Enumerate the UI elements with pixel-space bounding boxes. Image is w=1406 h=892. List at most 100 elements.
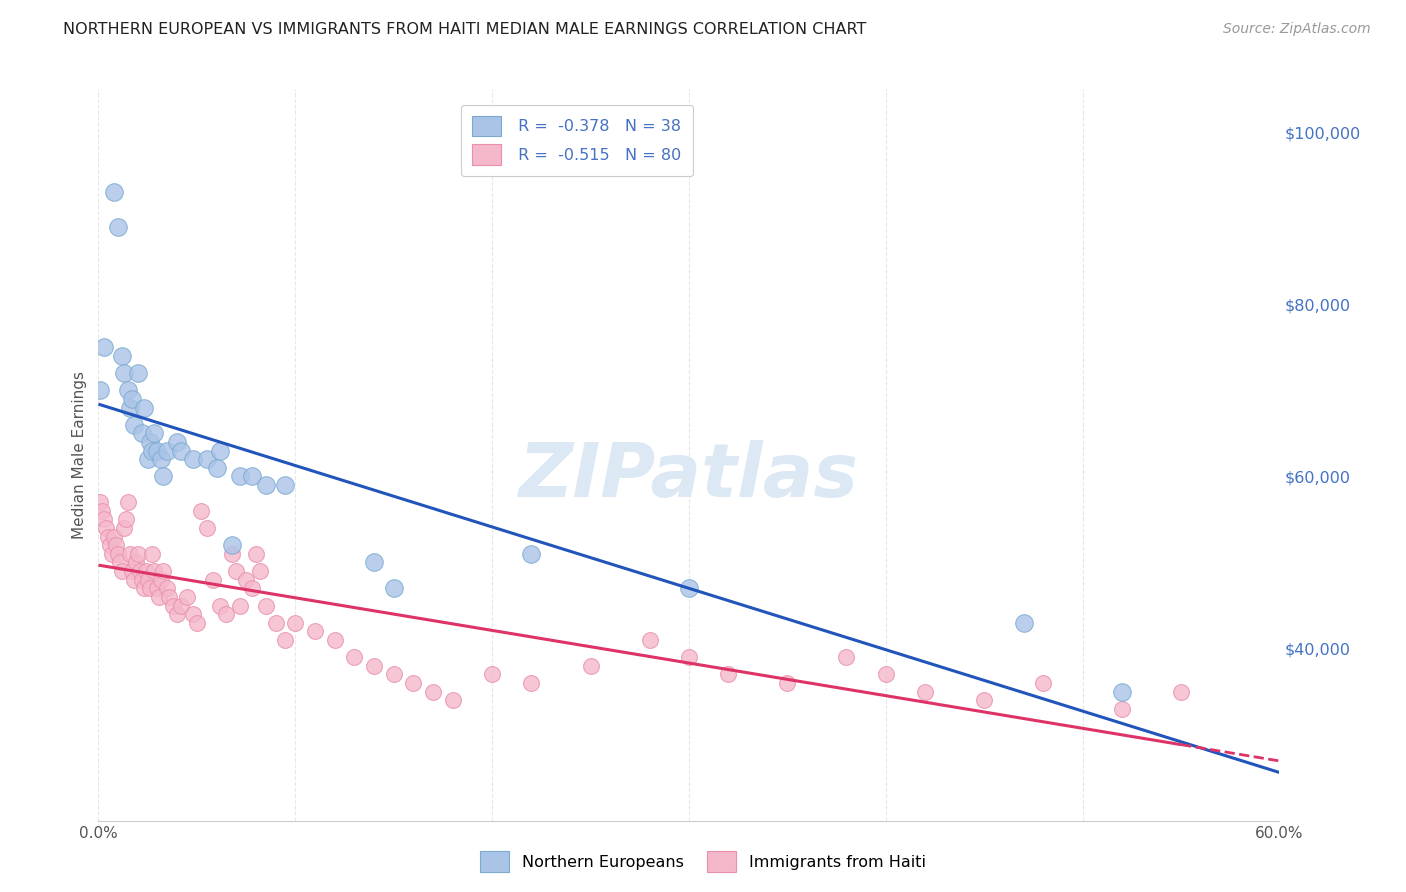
Point	[132, 401, 155, 415]
Point	[323, 632, 346, 647]
Point	[249, 564, 271, 578]
Point	[93, 512, 115, 526]
Point	[138, 435, 160, 450]
Point	[190, 504, 212, 518]
Text: -0.378: -0.378	[523, 116, 581, 131]
Point	[914, 684, 936, 698]
Point	[284, 615, 307, 630]
Point	[127, 547, 149, 561]
Legend: Northern Europeans, Immigrants from Haiti: Northern Europeans, Immigrants from Hait…	[472, 843, 934, 880]
Point	[343, 650, 366, 665]
Point	[103, 186, 125, 200]
Point	[678, 650, 700, 665]
Point	[152, 564, 174, 578]
Point	[221, 547, 243, 561]
Point	[132, 582, 155, 596]
Point	[112, 521, 135, 535]
Point	[131, 573, 153, 587]
Point	[121, 564, 143, 578]
Legend:  R =  -0.378   N = 38,  R =  -0.515   N = 80: R = -0.378 N = 38, R = -0.515 N = 80	[461, 104, 693, 176]
Point	[215, 607, 238, 621]
Point	[229, 599, 252, 613]
Point	[98, 538, 121, 552]
Point	[422, 684, 444, 698]
Point	[254, 478, 277, 492]
Text: ZIPatlas: ZIPatlas	[519, 441, 859, 514]
Point	[363, 658, 385, 673]
Point	[1170, 684, 1192, 698]
Point	[142, 564, 165, 578]
Point	[264, 615, 287, 630]
Point	[717, 667, 740, 681]
Point	[89, 495, 111, 509]
Text: R =: R =	[488, 116, 523, 131]
Point	[150, 573, 173, 587]
Point	[579, 658, 602, 673]
Point	[108, 556, 131, 570]
Point	[136, 452, 159, 467]
Point	[146, 582, 169, 596]
Point	[162, 599, 184, 613]
Point	[156, 582, 179, 596]
Point	[103, 530, 125, 544]
Text: Source: ZipAtlas.com: Source: ZipAtlas.com	[1223, 22, 1371, 37]
Point	[274, 478, 297, 492]
Point	[304, 624, 326, 639]
Point	[481, 667, 503, 681]
Point	[205, 460, 228, 475]
Point	[127, 366, 149, 380]
Text: 38: 38	[641, 116, 664, 131]
Point	[520, 676, 543, 690]
Point	[240, 469, 263, 483]
Point	[117, 495, 139, 509]
Point	[221, 538, 243, 552]
Point	[402, 676, 425, 690]
Point	[125, 556, 148, 570]
Point	[166, 435, 188, 450]
Text: R =: R =	[488, 145, 523, 161]
Point	[146, 443, 169, 458]
Point	[141, 547, 163, 561]
Point	[89, 384, 111, 398]
Point	[107, 219, 129, 234]
Point	[678, 582, 700, 596]
Point	[136, 573, 159, 587]
Point	[382, 667, 405, 681]
Point	[973, 693, 995, 707]
Point	[118, 401, 141, 415]
Point	[111, 349, 134, 363]
Point	[209, 599, 232, 613]
Point	[1111, 702, 1133, 716]
Point	[148, 590, 170, 604]
Point	[875, 667, 897, 681]
Point	[225, 564, 247, 578]
Point	[201, 573, 224, 587]
Point	[186, 615, 208, 630]
Point	[115, 512, 138, 526]
Text: -0.515: -0.515	[523, 145, 581, 161]
Point	[111, 564, 134, 578]
Point	[156, 443, 179, 458]
Point	[166, 607, 188, 621]
Point	[245, 547, 267, 561]
Point	[96, 521, 118, 535]
Point	[152, 469, 174, 483]
Point	[97, 530, 120, 544]
Point	[118, 547, 141, 561]
Point	[441, 693, 464, 707]
Point	[254, 599, 277, 613]
Point	[363, 556, 385, 570]
Point	[195, 452, 218, 467]
Point	[122, 573, 145, 587]
Point	[229, 469, 252, 483]
Point	[128, 564, 150, 578]
Point	[382, 582, 405, 596]
Point	[121, 392, 143, 406]
Point	[520, 547, 543, 561]
Point	[150, 452, 173, 467]
Point	[240, 582, 263, 596]
Point	[181, 607, 204, 621]
Point	[141, 443, 163, 458]
Point	[112, 366, 135, 380]
Point	[1111, 684, 1133, 698]
